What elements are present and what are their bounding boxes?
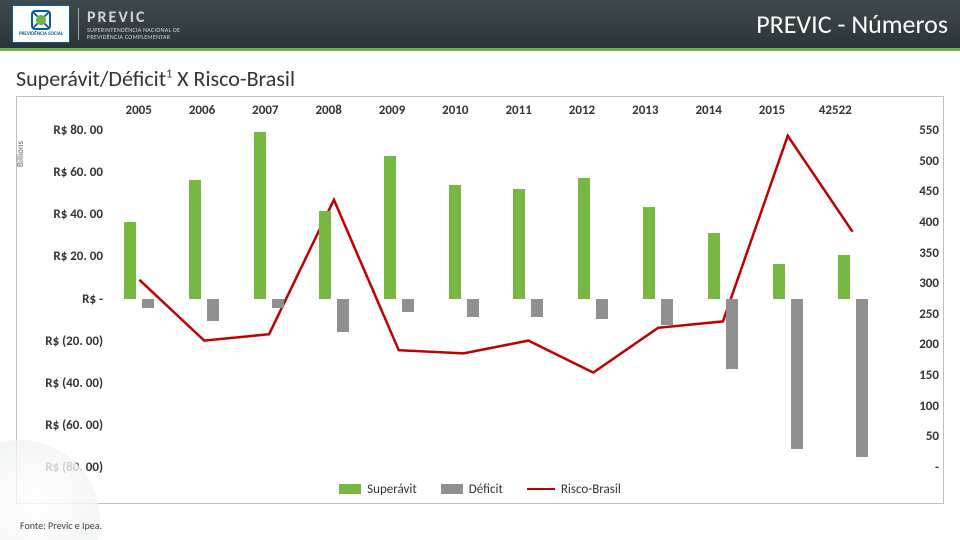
x-tick: 2013 [614,103,677,118]
x-tick: 2006 [170,103,233,118]
chart-title-post: X Risco-Brasil [172,65,295,92]
right-tick: 350 [889,246,939,261]
slide: { "header": { "brand_small": "PREVIDÊNCI… [0,0,960,540]
footnote: Fonte: Previc e Ipea. [20,519,102,532]
left-tick: R$ (20. 00) [21,334,103,349]
bar-superavit [449,185,461,299]
logo-small-text: PREVIDÊNCIA SOCIAL [19,32,63,38]
right-tick: - [889,460,939,475]
page-title: PREVIC - Números [756,8,948,40]
right-tick: 100 [889,399,939,414]
bar-deficit [142,299,154,308]
header-bar: PREVIDÊNCIA SOCIAL PREVIC SUPERINTENDÊNC… [0,0,960,48]
bar-superavit [708,233,720,299]
logo-block: PREVIDÊNCIA SOCIAL PREVIC SUPERINTENDÊNC… [12,5,180,43]
right-tick: 50 [889,429,939,444]
bar-deficit [467,299,479,317]
x-tick: 2014 [677,103,740,118]
previc-logo-text: PREVIC SUPERINTENDÊNCIA NACIONAL DE PREV… [87,8,180,40]
left-tick: R$ 60. 00 [21,165,103,180]
x-tick: 2012 [550,103,613,118]
bar-superavit [513,189,525,299]
brand-big: PREVIC [87,8,180,27]
right-y-axis: 550 500 450 400 350 300 250 200 150 100 50 - [889,123,939,475]
legend-item-deficit: Déficit [441,482,503,497]
x-tick: 2008 [297,103,360,118]
legend: Superávit Déficit Risco-Brasil [17,479,943,499]
right-tick: 200 [889,337,939,352]
bar-deficit [791,299,803,449]
legend-item-risco: Risco-Brasil [527,482,621,497]
left-tick: R$ 80. 00 [21,123,103,138]
right-tick: 450 [889,184,939,199]
right-tick: 150 [889,368,939,383]
line-overlay [107,123,885,475]
bar-superavit [643,207,655,299]
line-risco [139,136,852,373]
x-tick: 2011 [487,103,550,118]
bar-deficit [272,299,284,308]
right-tick: 250 [889,307,939,322]
x-axis-labels: 2005200620072008200920102011201220132014… [107,103,867,118]
plot-region [107,123,885,475]
bar-superavit [319,211,331,299]
right-tick: 550 [889,123,939,138]
right-tick: 300 [889,276,939,291]
chart-area: Billions 2005200620072008200920102011201… [16,96,944,504]
left-y-axis: R$ 80. 00 R$ 60. 00 R$ 40. 00 R$ 20. 00 R$ -… [21,123,103,475]
bar-deficit [856,299,868,457]
x-tick: 2007 [234,103,297,118]
bar-superavit [189,180,201,299]
logo-divider [78,8,79,40]
bar-superavit [773,264,785,299]
left-tick: R$ 40. 00 [21,207,103,222]
left-tick: R$ (40. 00) [21,376,103,391]
left-tick: R$ 20. 00 [21,249,103,264]
bar-superavit [838,255,850,299]
chart-title-pre: Superávit/Déficit [16,65,166,92]
legend-item-superavit: Superávit [339,482,417,497]
bar-deficit [531,299,543,317]
right-tick: 400 [889,215,939,230]
bar-deficit [596,299,608,319]
bar-superavit [124,222,136,299]
left-tick: R$ (60. 00) [21,418,103,433]
gear-icon [31,10,51,30]
x-tick: 2005 [107,103,170,118]
left-tick: R$ - [21,292,103,307]
bar-superavit [578,178,590,299]
bar-deficit [402,299,414,312]
x-tick: 2009 [360,103,423,118]
x-tick: 42522 [804,103,867,118]
chart-title: Superávit/Déficit1 X Risco-Brasil [0,51,960,98]
bar-superavit [384,156,396,299]
brand-sub2: PREVIDÊNCIA COMPLEMENTAR [87,34,180,41]
x-tick: 2010 [424,103,487,118]
bar-deficit [726,299,738,369]
x-tick: 2015 [740,103,803,118]
bar-deficit [661,299,673,325]
bar-deficit [207,299,219,321]
bar-deficit [337,299,349,332]
right-tick: 500 [889,154,939,169]
bar-superavit [254,132,266,299]
gov-logo: PREVIDÊNCIA SOCIAL [12,5,70,43]
